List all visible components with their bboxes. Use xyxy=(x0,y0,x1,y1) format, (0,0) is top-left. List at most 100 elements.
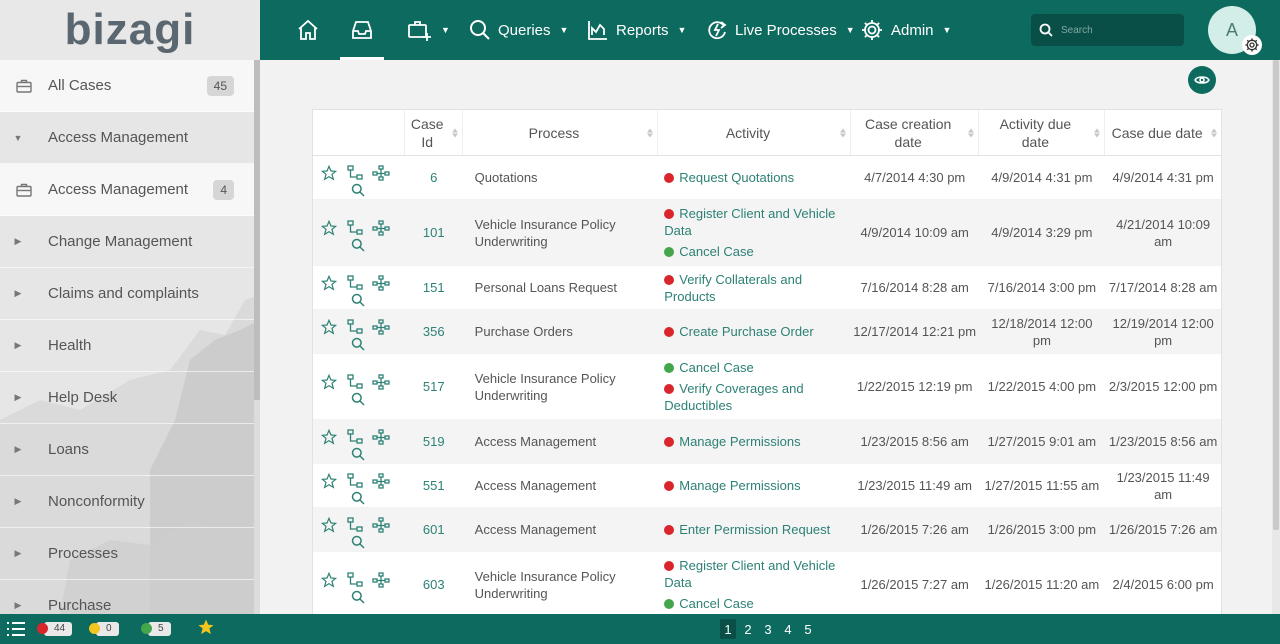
sidebar-item-health[interactable]: ▶ Health xyxy=(0,320,254,372)
main-scrollbar-thumb[interactable] xyxy=(1273,60,1279,530)
activity-link[interactable]: Manage Permissions xyxy=(664,433,801,450)
table-row[interactable]: 101 Vehicle Insurance Policy Underwriting… xyxy=(313,200,1221,266)
favorite-button[interactable] xyxy=(320,571,338,589)
case-search-button[interactable] xyxy=(349,181,367,199)
process-map-button[interactable] xyxy=(372,571,390,589)
table-row[interactable]: 6 Quotations Request Quotations 4/7/2014 4:… xyxy=(313,156,1221,200)
reports-menu[interactable]: Reports ▼ xyxy=(587,0,686,60)
sort-icon[interactable] xyxy=(839,128,846,137)
workflow-button[interactable] xyxy=(346,472,364,490)
workflow-button[interactable] xyxy=(346,164,364,182)
workflow-button[interactable] xyxy=(346,571,364,589)
sidebar-item-processes[interactable]: ▶ Processes xyxy=(0,528,254,580)
case-id-link[interactable]: 101 xyxy=(405,200,463,265)
workflow-button[interactable] xyxy=(346,219,364,237)
caret-right-icon[interactable]: ▶ xyxy=(14,236,22,246)
case-id-link[interactable]: 6 xyxy=(405,156,463,199)
favorite-button[interactable] xyxy=(320,318,338,336)
activity-link[interactable]: Verify Collaterals and Products xyxy=(664,271,845,305)
process-map-button[interactable] xyxy=(372,373,390,391)
favorites-button[interactable] xyxy=(197,619,215,634)
case-id-link[interactable]: 356 xyxy=(405,310,463,353)
sidebar-item-claims-and-complaints[interactable]: ▶ Claims and complaints xyxy=(0,268,254,320)
activity-link[interactable]: Cancel Case xyxy=(664,243,754,260)
case-id-link[interactable]: 519 xyxy=(405,420,463,463)
sidebar-item-help-desk[interactable]: ▶ Help Desk xyxy=(0,372,254,424)
sidebar-scrollbar[interactable] xyxy=(254,60,260,614)
sidebar-item-change-management[interactable]: ▶ Change Management xyxy=(0,216,254,268)
case-search-button[interactable] xyxy=(349,445,367,463)
favorite-button[interactable] xyxy=(320,373,338,391)
table-row[interactable]: 519 Access Management Manage Permissions 1/… xyxy=(313,420,1221,464)
case-id-link[interactable]: 551 xyxy=(405,464,463,507)
menu-toggle-button[interactable] xyxy=(6,620,26,643)
case-search-button[interactable] xyxy=(349,390,367,408)
live-processes-menu[interactable]: Live Processes ▼ xyxy=(706,0,855,60)
caret-right-icon[interactable]: ▶ xyxy=(14,496,22,506)
page-1-button[interactable]: 1 xyxy=(720,619,736,639)
process-map-button[interactable] xyxy=(372,428,390,446)
caret-down-icon[interactable]: ▼ xyxy=(13,132,23,143)
case-search-button[interactable] xyxy=(349,489,367,507)
sort-icon[interactable] xyxy=(1094,128,1101,137)
caret-right-icon[interactable]: ▶ xyxy=(14,392,22,402)
home-button[interactable] xyxy=(296,0,320,60)
caret-right-icon[interactable]: ▶ xyxy=(14,600,22,610)
table-row[interactable]: 603 Vehicle Insurance Policy Underwriting… xyxy=(313,552,1221,618)
caret-right-icon[interactable]: ▶ xyxy=(14,548,22,558)
table-row[interactable]: 551 Access Management Manage Permissions 1/… xyxy=(313,464,1221,508)
table-row[interactable]: 601 Access Management Enter Permission Req… xyxy=(313,508,1221,552)
workflow-button[interactable] xyxy=(346,318,364,336)
due-today-cases-badge[interactable]: 0 xyxy=(89,621,119,636)
favorite-button[interactable] xyxy=(320,428,338,446)
queries-menu[interactable]: Queries ▼ xyxy=(469,0,568,60)
sidebar-scrollbar-thumb[interactable] xyxy=(254,60,260,400)
favorite-button[interactable] xyxy=(320,219,338,237)
page-2-button[interactable]: 2 xyxy=(744,621,752,637)
page-3-button[interactable]: 3 xyxy=(764,621,772,637)
search-input[interactable] xyxy=(1061,24,1171,36)
column-header-activity-due-date[interactable]: Activity due date xyxy=(979,110,1106,155)
case-id-link[interactable]: 601 xyxy=(405,508,463,551)
case-search-button[interactable] xyxy=(349,588,367,606)
activity-link[interactable]: Register Client and Vehicle Data xyxy=(664,205,845,239)
column-header-process[interactable]: Process xyxy=(463,110,659,155)
page-4-button[interactable]: 4 xyxy=(784,621,792,637)
sidebar-item-access-management[interactable]: ▼ Access Management xyxy=(0,112,254,164)
process-map-button[interactable] xyxy=(372,164,390,182)
activity-link[interactable]: Verify Coverages and Deductibles xyxy=(664,380,845,414)
sidebar-item-all-cases[interactable]: All Cases 45 xyxy=(0,60,254,112)
activity-link[interactable]: Cancel Case xyxy=(664,359,754,376)
sidebar-item-access-management[interactable]: Access Management 4 xyxy=(0,164,254,216)
workflow-button[interactable] xyxy=(346,428,364,446)
activity-link[interactable]: Request Quotations xyxy=(664,169,794,186)
favorite-button[interactable] xyxy=(320,274,338,292)
favorite-button[interactable] xyxy=(320,164,338,182)
case-search-button[interactable] xyxy=(349,335,367,353)
workflow-button[interactable] xyxy=(346,516,364,534)
sidebar-item-loans[interactable]: ▶ Loans xyxy=(0,424,254,476)
process-map-button[interactable] xyxy=(372,274,390,292)
activity-link[interactable]: Create Purchase Order xyxy=(664,323,814,340)
sort-icon[interactable] xyxy=(1211,128,1217,137)
user-settings-button[interactable] xyxy=(1242,35,1262,55)
inbox-button[interactable] xyxy=(340,0,384,60)
activity-link[interactable]: Cancel Case xyxy=(664,595,754,612)
column-header-activity[interactable]: Activity xyxy=(658,110,851,155)
case-search-button[interactable] xyxy=(349,533,367,551)
sort-icon[interactable] xyxy=(647,128,654,137)
workflow-button[interactable] xyxy=(346,373,364,391)
favorite-button[interactable] xyxy=(320,472,338,490)
activity-link[interactable]: Register Client and Vehicle Data xyxy=(664,557,845,591)
favorite-button[interactable] xyxy=(320,516,338,534)
main-scrollbar[interactable] xyxy=(1272,60,1280,614)
table-row[interactable]: 356 Purchase Orders Create Purchase Order 1… xyxy=(313,310,1221,354)
caret-right-icon[interactable]: ▶ xyxy=(14,340,22,350)
case-id-link[interactable]: 603 xyxy=(405,552,463,617)
case-id-link[interactable]: 517 xyxy=(405,354,463,419)
page-5-button[interactable]: 5 xyxy=(804,621,812,637)
column-header-case-id[interactable]: Case Id xyxy=(405,110,463,155)
caret-right-icon[interactable]: ▶ xyxy=(14,444,22,454)
sort-icon[interactable] xyxy=(451,128,458,137)
column-header-case-due-date[interactable]: Case due date xyxy=(1105,110,1221,155)
